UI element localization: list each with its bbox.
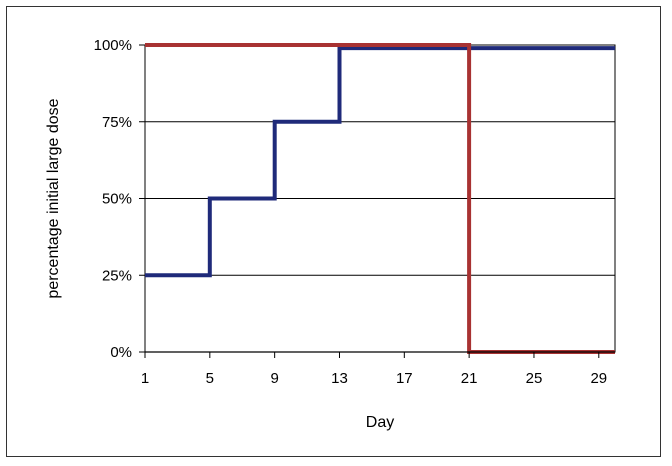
chart-frame — [6, 6, 661, 457]
y-tick-label-3: 75% — [102, 114, 132, 131]
x-axis-label: Day — [366, 414, 394, 431]
grid — [145, 44, 615, 276]
y-axis: 0% 25% 50% 75% 100% — [94, 37, 145, 361]
y-axis-label: percentage initial large dose — [45, 98, 62, 298]
x-tick-label-0: 1 — [141, 370, 149, 387]
x-axis: 1 5 9 13 17 21 25 29 — [141, 351, 615, 387]
x-tick-label-6: 25 — [526, 370, 543, 387]
x-tick-label-4: 17 — [396, 370, 413, 387]
series-line-0 — [145, 46, 615, 278]
x-tick-label-5: 21 — [461, 370, 478, 387]
y-tick-label-2: 50% — [102, 191, 132, 208]
y-tick-label-1: 25% — [102, 267, 132, 284]
x-tick-label-7: 29 — [590, 370, 607, 387]
x-tick-label-1: 5 — [206, 370, 214, 387]
x-tick-label-3: 13 — [331, 370, 348, 387]
y-tick-label-4: 100% — [94, 37, 132, 54]
y-tick-label-0: 0% — [110, 344, 132, 361]
x-tick-label-2: 9 — [270, 370, 278, 387]
